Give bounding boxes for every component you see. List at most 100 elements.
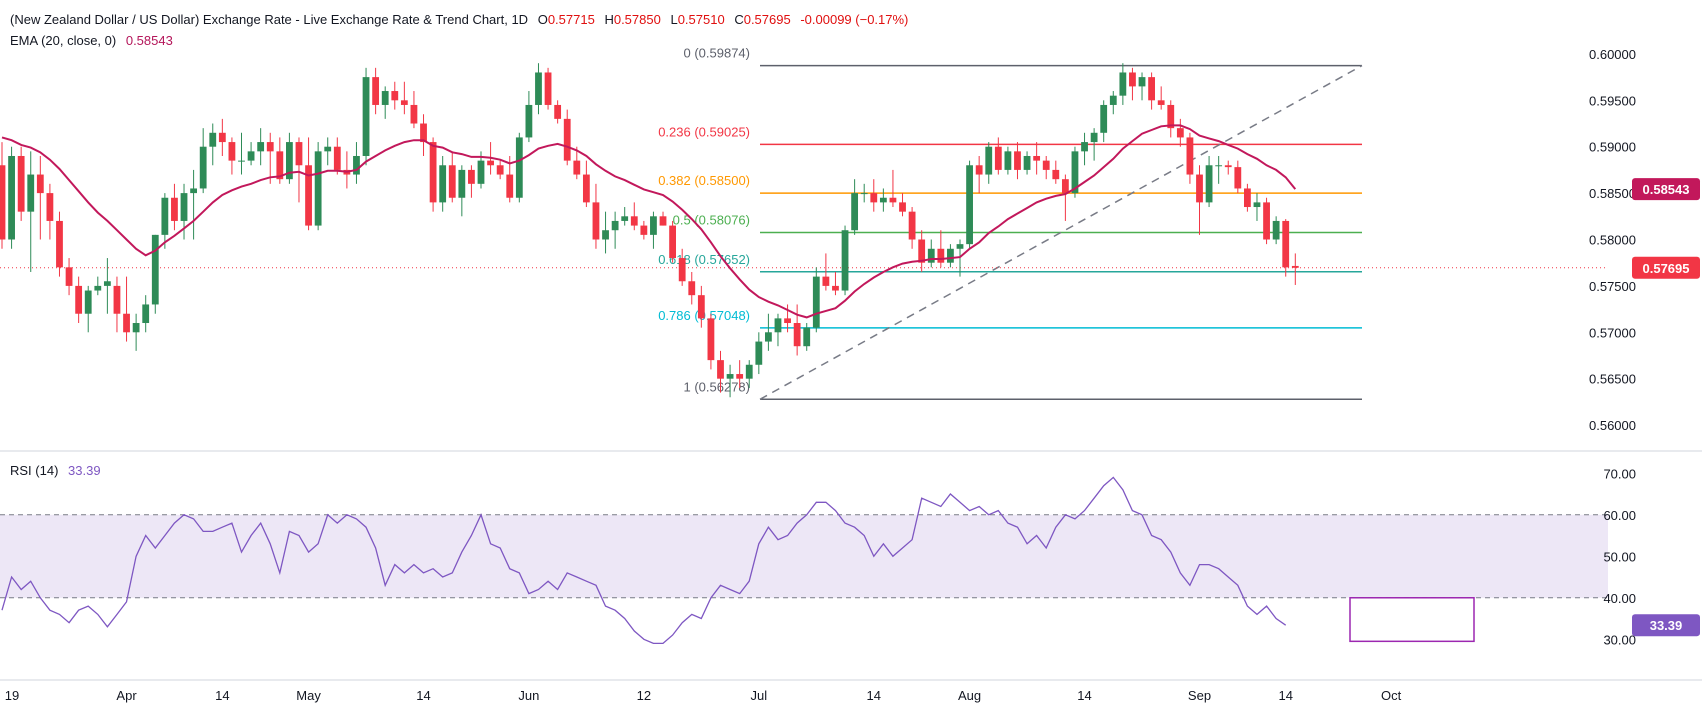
price-tick-label: 0.58500 (1589, 186, 1636, 201)
candle-body (966, 165, 973, 245)
ema-label: EMA (20, close, 0) (10, 33, 117, 48)
fib-level-label: 0 (0.59874) (684, 46, 751, 61)
candle-body (8, 155, 15, 240)
rsi-legend[interactable]: RSI (14) 33.39 (10, 463, 107, 478)
candle-body (937, 248, 945, 263)
candle-body (688, 281, 696, 296)
candle-body (1205, 165, 1213, 203)
candle-body (468, 169, 475, 184)
candle-body (353, 155, 360, 175)
rsi-tick-label: 40.00 (1603, 591, 1636, 606)
price-tick-label: 0.57000 (1589, 325, 1636, 340)
candle-body (1234, 167, 1242, 189)
candle-body (899, 202, 906, 212)
candle-body (784, 318, 791, 324)
ohlc-open-value: 0.57715 (547, 12, 595, 27)
candle-body (908, 211, 916, 240)
candle-body (947, 248, 954, 263)
candle-body (1157, 100, 1165, 105)
fib-level-label: 0.382 (0.58500) (658, 173, 750, 188)
candle-body (1004, 151, 1012, 170)
price-tick-label: 0.57500 (1589, 279, 1636, 294)
ohlc-high-label: H (604, 12, 614, 27)
ema-price-badge: 0.58543 (1643, 182, 1690, 197)
candle-body (1129, 72, 1136, 87)
rsi-value: 33.39 (68, 463, 101, 478)
fib-level-label: 0.236 (0.59025) (658, 124, 750, 139)
candle-body (46, 193, 54, 221)
candle-body (1090, 132, 1098, 143)
candle-body (314, 151, 322, 226)
candle-body (822, 276, 830, 286)
candle-body (1167, 104, 1175, 129)
candle-body (429, 142, 437, 203)
candle-body (1138, 77, 1146, 87)
chart-title: (New Zealand Dollar / US Dollar) Exchang… (10, 12, 529, 27)
candle-body (228, 142, 236, 161)
time-tick-label: Aug (958, 688, 981, 703)
candle-body (1081, 142, 1088, 152)
candle-body (1224, 165, 1232, 168)
candle-body (247, 151, 255, 161)
ohlc-close-value: 0.57695 (743, 12, 791, 27)
time-tick-label: Oct (1381, 688, 1402, 703)
candle-body (17, 155, 25, 212)
candle-body (994, 146, 1002, 170)
candle-body (75, 285, 83, 314)
candle-body (506, 174, 514, 198)
candle-body (27, 174, 35, 212)
time-tick-label: 14 (215, 688, 229, 703)
ohlc-low-value: 0.57510 (677, 12, 725, 27)
candle-body (985, 146, 993, 175)
candle-body (56, 220, 63, 268)
candle-body (123, 313, 130, 333)
candle-body (669, 225, 676, 259)
candle-body (458, 169, 466, 198)
price-tick-label: 0.56000 (1589, 418, 1636, 433)
ema-legend[interactable]: EMA (20, close, 0) 0.58543 (10, 33, 179, 48)
candle-body (525, 104, 533, 138)
price-tick-label: 0.59500 (1589, 93, 1636, 108)
candle-body (65, 267, 73, 286)
time-tick-label: 14 (1278, 688, 1292, 703)
rsi-line (1, 476, 1287, 645)
candle-body (707, 318, 715, 361)
candle-body (142, 304, 150, 324)
price-tick-label: 0.59000 (1589, 140, 1636, 155)
candle-body (1272, 220, 1280, 240)
candle-body (324, 146, 332, 152)
candle-body (870, 193, 878, 203)
candle-body (832, 285, 839, 291)
time-tick-label: 14 (1077, 688, 1091, 703)
candle-body (1109, 95, 1117, 105)
candle-body (381, 91, 389, 105)
candle-body (803, 327, 811, 347)
candle-body (774, 318, 782, 333)
time-tick-label: 14 (867, 688, 881, 703)
candle-body (879, 197, 887, 203)
candle-body (717, 360, 724, 379)
candle-body (745, 364, 753, 379)
ohlc-close-label: C (734, 12, 744, 27)
candle-body (439, 165, 447, 203)
candle-body (515, 137, 523, 198)
candle-body (161, 197, 169, 235)
time-tick-label: 14 (416, 688, 430, 703)
candle-body (563, 118, 571, 161)
candle-body (1186, 137, 1194, 175)
candle-body (448, 165, 456, 198)
candle-body (151, 234, 159, 305)
rsi-highlight-box (1349, 597, 1475, 643)
candle-body (726, 374, 734, 379)
candle-body (1215, 165, 1223, 167)
time-tick-label: Sep (1188, 688, 1211, 703)
candle-body (477, 160, 485, 184)
candle-body (1023, 155, 1031, 170)
candle-body (1244, 188, 1251, 208)
price-tick-label: 0.56500 (1589, 372, 1636, 387)
candle-body (630, 216, 638, 226)
time-tick-label: 19 (5, 688, 19, 703)
candle-body (544, 72, 552, 105)
